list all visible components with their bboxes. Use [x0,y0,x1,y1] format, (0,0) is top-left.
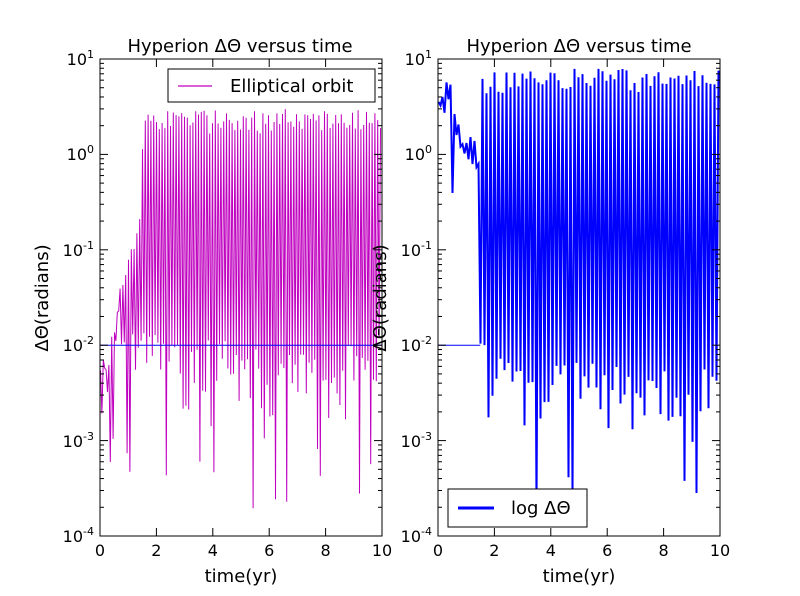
right-ytick-label: 100 [405,143,432,164]
left-data-layer [100,109,382,509]
left-tick-marks [99,58,383,537]
right-xtick-label: 0 [433,541,443,560]
left-ytick-label: 10-2 [63,334,94,355]
left-axes-frame [99,58,383,537]
left-ytick-label: 10-4 [63,525,94,546]
left-y-axis-label: ΔΘ(radians) [32,244,53,351]
right-xtick-label: 4 [546,541,556,560]
right-legend: log ΔΘ [447,488,588,528]
left-xtick-label: 6 [264,541,274,560]
right-x-axis-label: time(yr) [543,566,616,587]
right-ytick-label: 10-2 [401,334,432,355]
right-chart: Hyperion ΔΘ versus time 10-4 10-3 10-2 1… [370,36,730,587]
right-y-axis-label: ΔΘ(radians) [370,244,391,351]
right-data-layer [438,68,720,510]
left-x-axis-label: time(yr) [205,566,278,587]
right-xtick-label: 10 [710,541,730,560]
right-chart-title: Hyperion ΔΘ versus time [466,36,691,57]
left-xtick-label: 8 [321,541,331,560]
right-xtick-label: 8 [659,541,669,560]
left-xtick-label: 10 [372,541,392,560]
left-xtick-label: 2 [151,541,161,560]
right-ytick-label: 10-4 [401,525,432,546]
left-chart: Hyperion ΔΘ versus time 10-4 10-3 10-2 1… [32,36,392,587]
left-legend: Elliptical orbit [167,68,376,103]
right-xtick-label: 6 [602,541,612,560]
right-ytick-label: 101 [405,48,432,69]
left-ytick-label: 10-3 [63,430,94,451]
left-xtick-label: 4 [208,541,218,560]
right-ytick-label: 10-3 [401,430,432,451]
left-ytick-label: 10-1 [63,239,94,260]
right-xtick-label: 2 [489,541,499,560]
left-ytick-label: 101 [67,48,94,69]
right-legend-label: log ΔΘ [511,498,571,519]
left-series-line [100,109,381,509]
right-tick-marks [437,58,721,537]
right-axes-frame [437,58,721,537]
right-series-line [438,68,720,510]
left-xtick-label: 0 [95,541,105,560]
right-ytick-label: 10-1 [401,239,432,260]
left-chart-title: Hyperion ΔΘ versus time [127,36,352,57]
left-ytick-label: 100 [67,143,94,164]
left-legend-label: Elliptical orbit [230,76,353,97]
